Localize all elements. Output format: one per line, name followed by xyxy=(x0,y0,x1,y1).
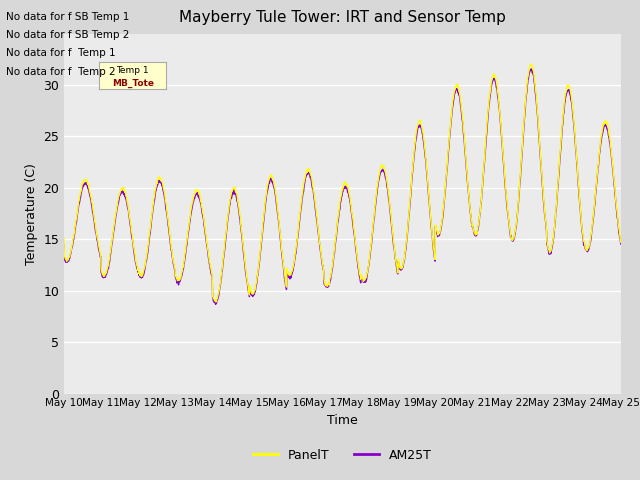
Text: No data for f  Temp 2: No data for f Temp 2 xyxy=(6,67,116,77)
Legend: PanelT, AM25T: PanelT, AM25T xyxy=(248,444,437,467)
Y-axis label: Temperature (C): Temperature (C) xyxy=(25,163,38,264)
Title: Mayberry Tule Tower: IRT and Sensor Temp: Mayberry Tule Tower: IRT and Sensor Temp xyxy=(179,11,506,25)
Text: No data for f SB Temp 2: No data for f SB Temp 2 xyxy=(6,30,130,40)
Text: No data for f SB Temp 1: No data for f SB Temp 1 xyxy=(6,12,130,22)
Text: MB_Tote: MB_Tote xyxy=(112,78,154,87)
Text: Temp 1: Temp 1 xyxy=(116,66,149,75)
Text: No data for f  Temp 1: No data for f Temp 1 xyxy=(6,48,116,59)
X-axis label: Time: Time xyxy=(327,414,358,427)
